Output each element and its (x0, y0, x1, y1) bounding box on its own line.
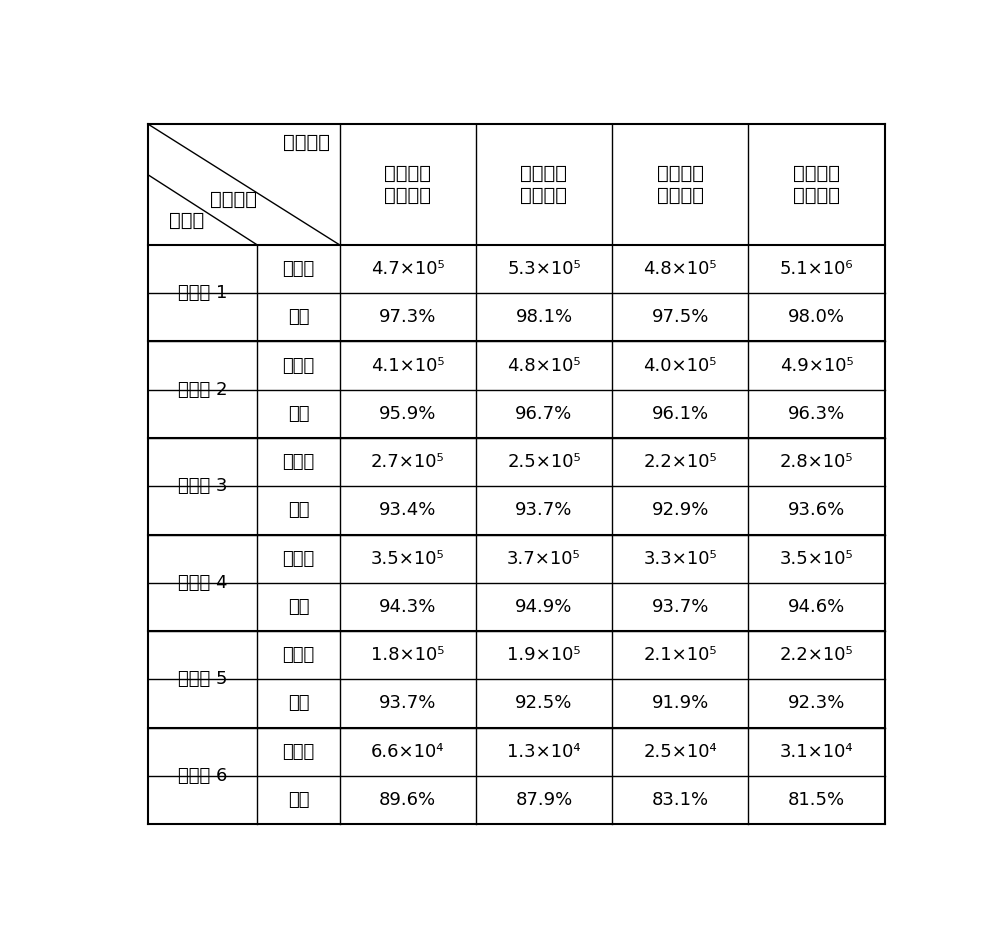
Text: 实施例 3: 实施例 3 (178, 477, 227, 495)
Text: 96.3%: 96.3% (788, 405, 845, 423)
Text: 98.1%: 98.1% (515, 308, 573, 327)
Text: 94.9%: 94.9% (515, 598, 573, 616)
Text: 5.1×10⁶: 5.1×10⁶ (780, 260, 853, 278)
Text: 81.5%: 81.5% (788, 791, 845, 809)
Text: 实施例 6: 实施例 6 (178, 767, 227, 785)
Text: 细胞数: 细胞数 (282, 454, 315, 471)
Text: 细胞种类: 细胞种类 (283, 132, 330, 152)
Text: 97.3%: 97.3% (379, 308, 436, 327)
Text: 实施例 1: 实施例 1 (178, 285, 227, 302)
Text: 实施例 2: 实施例 2 (178, 380, 227, 399)
Text: 96.1%: 96.1% (652, 405, 709, 423)
Text: 2.1×10⁵: 2.1×10⁵ (643, 646, 717, 664)
Text: 6.6×10⁴: 6.6×10⁴ (371, 743, 444, 761)
Text: 活率: 活率 (288, 791, 309, 809)
Text: 3.5×10⁵: 3.5×10⁵ (371, 549, 445, 568)
Text: 95.9%: 95.9% (379, 405, 436, 423)
Text: 细胞数: 细胞数 (282, 743, 315, 761)
Text: 3.5×10⁵: 3.5×10⁵ (780, 549, 853, 568)
Text: 脂肪间充
质干细胞: 脂肪间充 质干细胞 (793, 164, 840, 205)
Text: 94.6%: 94.6% (788, 598, 845, 616)
Text: 98.0%: 98.0% (788, 308, 845, 327)
Text: 5.3×10⁵: 5.3×10⁵ (507, 260, 581, 278)
Text: 89.6%: 89.6% (379, 791, 436, 809)
Text: 92.5%: 92.5% (515, 695, 573, 713)
Text: 91.9%: 91.9% (652, 695, 709, 713)
Text: 93.7%: 93.7% (515, 501, 573, 519)
Text: 87.9%: 87.9% (515, 791, 573, 809)
Text: 96.7%: 96.7% (515, 405, 573, 423)
Text: 93.7%: 93.7% (652, 598, 709, 616)
Text: 2.5×10⁴: 2.5×10⁴ (643, 743, 717, 761)
Text: 4.8×10⁵: 4.8×10⁵ (507, 357, 581, 375)
Text: 3.3×10⁵: 3.3×10⁵ (643, 549, 717, 568)
Text: 4.8×10⁵: 4.8×10⁵ (643, 260, 717, 278)
Text: 1.3×10⁴: 1.3×10⁴ (507, 743, 581, 761)
Text: 细胞数: 细胞数 (282, 549, 315, 568)
Text: 4.0×10⁵: 4.0×10⁵ (644, 357, 717, 375)
Text: 骨髓间充
质干细胞: 骨髓间充 质干细胞 (520, 164, 567, 205)
Text: 92.3%: 92.3% (788, 695, 845, 713)
Text: 活率: 活率 (288, 695, 309, 713)
Text: 培养基: 培养基 (169, 211, 204, 230)
Text: 实施例 5: 实施例 5 (178, 670, 227, 688)
Text: 活率: 活率 (288, 598, 309, 616)
Text: 93.7%: 93.7% (379, 695, 436, 713)
Text: 94.3%: 94.3% (379, 598, 436, 616)
Text: 3.7×10⁵: 3.7×10⁵ (507, 549, 581, 568)
Text: 2.8×10⁵: 2.8×10⁵ (780, 454, 853, 471)
Text: 实施例 4: 实施例 4 (178, 574, 227, 592)
Text: 1.9×10⁵: 1.9×10⁵ (507, 646, 581, 664)
Text: 2.7×10⁵: 2.7×10⁵ (371, 454, 445, 471)
Text: 2.2×10⁵: 2.2×10⁵ (780, 646, 853, 664)
Text: 2.5×10⁵: 2.5×10⁵ (507, 454, 581, 471)
Text: 4.9×10⁵: 4.9×10⁵ (780, 357, 853, 375)
Text: 牟髓间充
质干细胞: 牟髓间充 质干细胞 (384, 164, 431, 205)
Text: 97.5%: 97.5% (652, 308, 709, 327)
Text: 脂带间充
质干细胞: 脂带间充 质干细胞 (657, 164, 704, 205)
Text: 活率: 活率 (288, 405, 309, 423)
Text: 检测结果: 检测结果 (210, 190, 257, 208)
Text: 4.1×10⁵: 4.1×10⁵ (371, 357, 445, 375)
Text: 93.6%: 93.6% (788, 501, 845, 519)
Text: 93.4%: 93.4% (379, 501, 436, 519)
Text: 细胞数: 细胞数 (282, 260, 315, 278)
Text: 细胞数: 细胞数 (282, 357, 315, 375)
Text: 活率: 活率 (288, 308, 309, 327)
Text: 2.2×10⁵: 2.2×10⁵ (643, 454, 717, 471)
Text: 活率: 活率 (288, 501, 309, 519)
Text: 92.9%: 92.9% (652, 501, 709, 519)
Text: 3.1×10⁴: 3.1×10⁴ (780, 743, 853, 761)
Text: 4.7×10⁵: 4.7×10⁵ (371, 260, 445, 278)
Text: 细胞数: 细胞数 (282, 646, 315, 664)
Text: 83.1%: 83.1% (652, 791, 709, 809)
Text: 1.8×10⁵: 1.8×10⁵ (371, 646, 444, 664)
